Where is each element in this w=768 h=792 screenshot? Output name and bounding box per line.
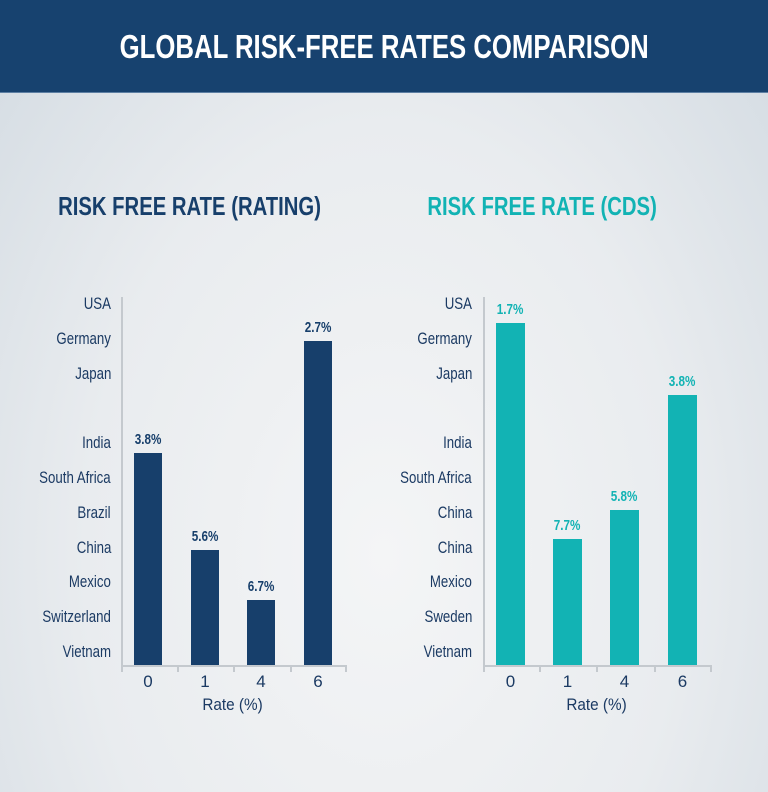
y-category-text: China [76,537,111,557]
y-category-text: China [437,502,472,522]
y-category-label: China [342,538,472,558]
x-axis-tick [121,665,123,672]
bar-value-text: 3.8% [134,430,162,448]
bar-value-label: 7.7% [528,517,608,535]
bar [304,341,332,665]
x-tick-label: 4 [256,672,266,691]
header-banner: GLOBAL RISK-FREE RATES COMPARISON [0,0,768,93]
bar-value-text: 2.7% [304,319,332,336]
x-tick-label: 4 [619,672,630,691]
x-axis-tick [710,665,712,672]
x-tick-label: 6 [677,672,688,691]
x-axis-tick [483,665,485,672]
bar [134,452,162,665]
chart-title-cds: RISK FREE RATE (CDS) [352,191,732,221]
bar-value-label: 5.8% [585,488,665,506]
y-axis-line [483,297,485,666]
y-category-text: Mexico [68,572,111,592]
y-category-label: South Africa [342,468,472,488]
page-title-text: GLOBAL RISK-FREE RATES COMPARISON [119,28,649,65]
y-category-text: India [82,433,111,453]
bar-value-text: 1.7% [497,301,524,318]
x-tick-label: 1 [562,672,573,691]
y-category-label: Mexico [0,572,111,592]
x-axis-tick [596,665,598,672]
page-title: GLOBAL RISK-FREE RATES COMPARISON [0,30,768,64]
bar-value-text: 5.8% [611,488,638,506]
y-category-text: Vietnam [62,642,111,661]
bar-value-text: 7.7% [554,517,581,534]
bar-value-text: 5.6% [191,527,219,545]
bar [610,510,639,665]
y-category-label: China [0,538,111,558]
x-axis-tick [345,665,347,672]
x-axis-label: Rate (%) [517,695,677,715]
x-tick-label: 1 [200,672,210,691]
bar-value-label: 3.8% [643,373,723,391]
y-category-label: Germany [342,329,472,349]
x-axis-tick [290,665,292,672]
bar [247,600,275,665]
y-category-text: Sweden [424,607,472,627]
x-tick-label: 0 [143,672,153,691]
y-category-label: India [0,433,111,453]
x-axis-tick [177,665,179,672]
y-category-text: Germany [417,328,472,348]
bar-value-label: 3.8% [108,431,188,449]
y-category-label: India [342,433,472,453]
y-category-label: Switzerland [0,607,111,627]
y-category-label: USA [0,294,111,314]
x-axis-tick [233,665,235,672]
y-category-label: USA [342,294,472,314]
chart-title-rating: RISK FREE RATE (RATING) [0,191,380,221]
y-category-label: Brazil [0,503,111,523]
y-category-label: China [342,503,472,523]
y-category-text: Japan [74,363,111,383]
y-category-label: Japan [0,364,111,384]
bar [191,549,219,665]
x-axis-tick [539,665,541,672]
y-category-label: Vietnam [342,642,472,662]
bar-value-label: 5.6% [165,528,245,546]
y-category-label: Vietnam [0,642,111,662]
bar [553,539,582,665]
y-category-label: Japan [342,364,472,384]
y-category-label: Germany [0,329,111,349]
x-axis-tick [654,665,656,672]
x-axis-label: Rate (%) [153,695,313,715]
y-category-text: Japan [435,363,472,383]
bar-value-text: 6.7% [247,578,275,596]
y-category-text: Germany [56,328,111,348]
y-category-text: Switzerland [42,607,111,627]
x-axis-label-text: Rate (%) [566,695,627,714]
y-category-text: Vietnam [423,642,472,661]
y-category-text: Brazil [77,502,111,522]
y-category-text: USA [83,294,111,313]
y-category-label: Mexico [342,572,472,592]
x-axis-label-text: Rate (%) [202,695,264,714]
bar-value-label: 6.7% [221,578,301,596]
y-category-label: Sweden [342,607,472,627]
y-category-text: Mexico [429,572,472,592]
x-tick-label: 0 [505,672,516,691]
y-category-text: India [443,433,472,453]
y-category-text: China [437,537,472,557]
y-category-text: South Africa [400,468,472,487]
bar-value-label: 2.7% [278,319,358,337]
bar [668,395,697,665]
y-category-label: South Africa [0,468,111,488]
chart-title-cds-text: RISK FREE RATE (CDS) [427,191,657,221]
y-axis-line [121,297,123,666]
bar [496,323,525,665]
y-category-text: USA [444,294,472,313]
y-category-text: South Africa [39,468,111,487]
bar-value-text: 3.8% [669,373,696,390]
chart-title-rating-text: RISK FREE RATE (RATING) [58,191,322,221]
bar-value-label: 1.7% [471,301,551,319]
x-tick-label: 6 [313,672,323,691]
